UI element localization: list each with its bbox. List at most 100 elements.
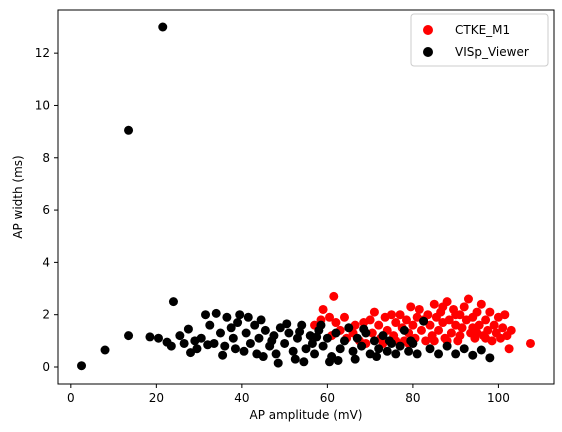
point-ctke-m1 [506,325,516,335]
point-visp-viewer [339,336,349,346]
point-visp-viewer [203,340,213,350]
y-tick-label: 12 [35,46,50,60]
point-ctke-m1 [408,320,418,330]
point-visp-viewer [222,312,232,322]
point-visp-viewer [295,327,305,337]
point-visp-viewer [239,346,249,356]
point-ctke-m1 [472,307,482,317]
point-ctke-m1 [498,323,508,333]
point-ctke-m1 [395,310,405,320]
point-ctke-m1 [391,318,401,328]
point-visp-viewer [312,332,322,342]
point-visp-viewer [241,328,251,338]
x-axis-label: AP amplitude (mV) [250,408,363,422]
legend-box [410,13,549,67]
point-visp-viewer [243,312,253,322]
point-ctke-m1 [438,302,448,312]
point-ctke-m1 [318,304,328,314]
point-visp-viewer [250,320,260,330]
point-visp-viewer [267,336,277,346]
point-visp-viewer [77,361,87,371]
point-ctke-m1 [374,320,384,330]
plot-area-frame [57,9,555,385]
point-ctke-m1 [331,318,341,328]
point-visp-viewer [404,346,414,356]
point-ctke-m1 [455,331,465,341]
point-visp-viewer [357,341,367,351]
point-visp-viewer [331,328,341,338]
point-ctke-m1 [325,312,335,322]
point-visp-viewer [372,352,382,362]
point-visp-viewer [124,331,134,341]
point-ctke-m1 [365,315,375,325]
point-visp-viewer [252,349,262,359]
point-ctke-m1 [485,307,495,317]
point-ctke-m1 [481,315,491,325]
x-axis: 0 20 40 60 80 100 [67,384,510,405]
point-visp-viewer [419,316,429,326]
point-visp-viewer [145,332,155,342]
x-tick-label: 80 [405,391,420,405]
point-visp-viewer [395,341,405,351]
point-visp-viewer [412,349,422,359]
point-visp-viewer [235,310,245,320]
y-axis-label: AP width (ms) [11,155,25,238]
point-ctke-m1 [401,315,411,325]
x-tick-label: 0 [67,391,75,405]
y-tick-label: 6 [42,203,50,217]
point-visp-viewer [273,358,283,368]
point-visp-viewer [318,341,328,351]
point-ctke-m1 [446,328,456,338]
point-visp-viewer [175,331,185,341]
point-visp-viewer [168,297,178,307]
point-visp-viewer [215,328,225,338]
point-visp-viewer [378,331,388,341]
point-visp-viewer [284,328,294,338]
point-ctke-m1 [451,310,461,320]
point-visp-viewer [260,325,270,335]
point-visp-viewer [406,336,416,346]
point-ctke-m1 [387,310,397,320]
point-ctke-m1 [463,294,473,304]
point-ctke-m1 [339,312,349,322]
point-visp-viewer [220,341,230,351]
point-ctke-m1 [457,323,467,333]
point-visp-viewer [256,315,266,325]
point-visp-viewer [201,310,211,320]
point-visp-viewer [344,323,354,333]
point-visp-viewer [301,344,311,354]
point-visp-viewer [290,354,300,364]
point-visp-viewer [468,350,478,360]
point-visp-viewer [228,333,238,343]
point-ctke-m1 [414,304,424,314]
y-tick-label: 8 [42,151,50,165]
point-visp-viewer [459,344,469,354]
point-visp-viewer [316,320,326,330]
x-tick-label: 100 [487,391,510,405]
points-layer [77,22,535,371]
x-tick-label: 60 [320,391,335,405]
point-ctke-m1 [459,302,469,312]
point-visp-viewer [280,338,290,348]
point-visp-viewer [245,338,255,348]
point-visp-viewer [359,324,369,334]
point-visp-viewer [350,354,360,364]
point-visp-viewer [254,333,264,343]
point-visp-viewer [190,336,200,346]
legend-marker-ctke-m1 [423,25,433,35]
point-ctke-m1 [329,291,339,301]
y-axis: 0 2 4 6 8 10 12 [35,46,58,374]
point-visp-viewer [325,357,335,367]
point-ctke-m1 [483,325,493,335]
y-tick-label: 0 [42,360,50,374]
point-visp-viewer [485,353,495,363]
point-ctke-m1 [504,344,514,354]
point-visp-viewer [348,346,358,356]
x-tick-label: 20 [149,391,164,405]
point-visp-viewer [399,325,409,335]
point-visp-viewer [211,308,221,318]
point-visp-viewer [192,344,202,354]
point-ctke-m1 [421,336,431,346]
point-visp-viewer [218,350,228,360]
